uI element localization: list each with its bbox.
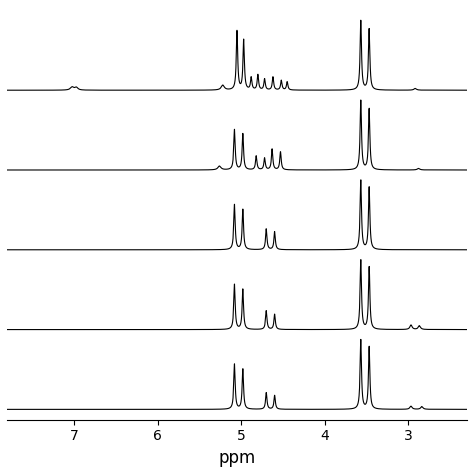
X-axis label: ppm: ppm <box>219 449 255 467</box>
